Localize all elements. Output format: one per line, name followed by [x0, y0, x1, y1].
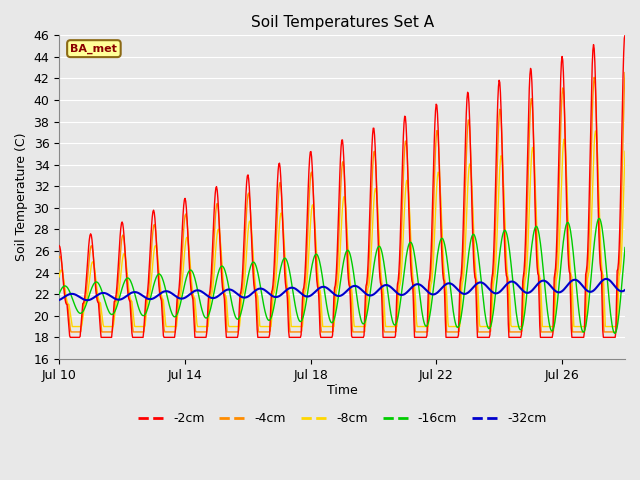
- Legend: -2cm, -4cm, -8cm, -16cm, -32cm: -2cm, -4cm, -8cm, -16cm, -32cm: [133, 407, 551, 430]
- Title: Soil Temperatures Set A: Soil Temperatures Set A: [250, 15, 434, 30]
- Text: BA_met: BA_met: [70, 44, 117, 54]
- Y-axis label: Soil Temperature (C): Soil Temperature (C): [15, 133, 28, 262]
- X-axis label: Time: Time: [326, 384, 358, 397]
